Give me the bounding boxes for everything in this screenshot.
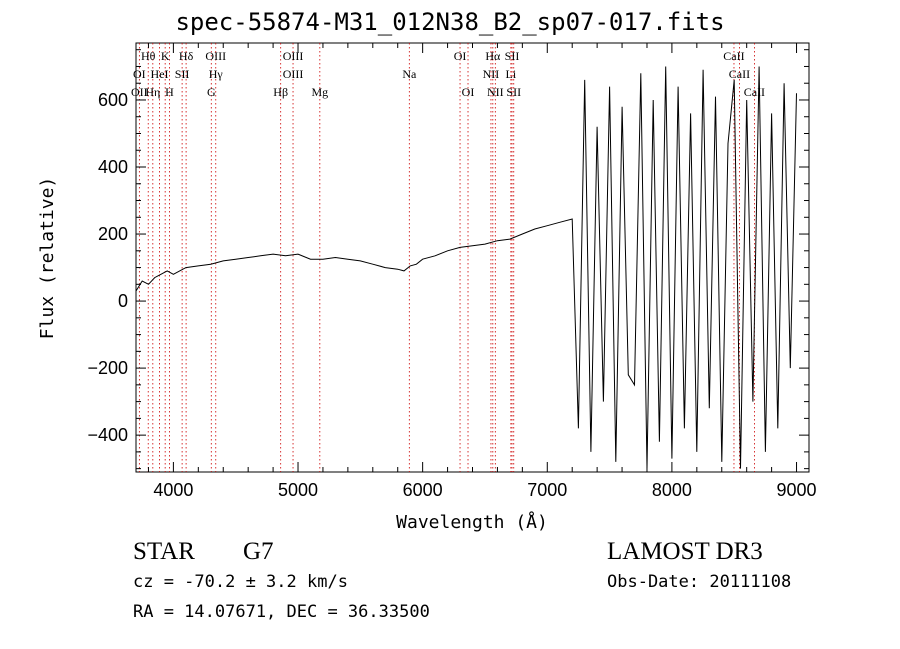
line-marker-label: Hγ: [209, 67, 224, 81]
spectral-type: G7: [243, 538, 274, 565]
y-tick-label: 0: [118, 291, 128, 311]
x-tick-label: 6000: [403, 480, 443, 500]
line-marker-label: Hη: [145, 85, 160, 99]
y-tick-label: 200: [98, 224, 128, 244]
line-marker-label: CaII: [723, 49, 744, 63]
line-marker-label: OIII: [283, 67, 304, 81]
line-marker-label: CaII: [744, 85, 765, 99]
line-marker-label: OI: [133, 67, 146, 81]
line-marker-label: Hδ: [179, 49, 194, 63]
line-marker-label: K: [161, 49, 170, 63]
line-marker-label: NII: [483, 67, 500, 81]
x-axis: 4000 5000 6000 7000 8000 9000: [147, 43, 817, 500]
y-axis: −400 −200 0 200 400 600: [87, 49, 809, 470]
line-marker-label: OII: [131, 85, 148, 99]
line-marker-label: Mg: [311, 85, 328, 99]
line-marker-label: H: [165, 85, 174, 99]
y-tick-label: 600: [98, 90, 128, 110]
line-marker-label: G: [207, 85, 216, 99]
line-marker-label: SII: [175, 67, 190, 81]
line-marker-label: CaII: [729, 67, 750, 81]
line-marker-label: OIII: [205, 49, 226, 63]
star-class: STAR: [133, 538, 195, 565]
x-tick-label: 8000: [652, 480, 692, 500]
radial-velocity: cz = -70.2 ± 3.2 km/s: [133, 572, 348, 592]
line-marker-label: Hβ: [273, 85, 288, 99]
x-axis-label: Wavelength (Å): [396, 511, 548, 533]
x-tick-label: 7000: [527, 480, 567, 500]
y-tick-label: −200: [87, 358, 128, 378]
y-tick-label: −400: [87, 425, 128, 445]
page-title: spec-55874-M31_012N38_B2_sp07-017.fits: [175, 8, 725, 36]
x-tick-label: 9000: [777, 480, 817, 500]
line-marker-label: OIII: [283, 49, 304, 63]
y-axis-label: Flux (relative): [37, 177, 58, 340]
line-marker-label: OI: [462, 85, 475, 99]
line-marker-label: Li: [506, 67, 517, 81]
line-marker-label: Hα: [485, 49, 501, 63]
survey-name: LAMOST DR3: [607, 538, 763, 565]
line-marker-label: SII: [505, 49, 520, 63]
line-marker-labels: Hθ K Hδ OIII OIII OI Hα SII CaII OI HeI SII Hγ OIII Na…: [131, 49, 765, 99]
line-marker-label: OI: [454, 49, 467, 63]
observation-date: Obs-Date: 20111108: [607, 572, 792, 592]
x-tick-label: 5000: [278, 480, 318, 500]
spectrum-line: [135, 66, 797, 469]
line-marker-label: SII: [506, 85, 521, 99]
line-marker-label: Hθ: [141, 49, 156, 63]
coordinates: RA = 14.07671, DEC = 36.33500: [133, 602, 430, 622]
x-tick-label: 4000: [153, 480, 193, 500]
plot-frame: [135, 42, 810, 473]
line-marker-label: Na: [402, 67, 417, 81]
line-marker-label: HeI: [151, 67, 169, 81]
line-marker-label: NII: [487, 85, 504, 99]
y-tick-label: 400: [98, 157, 128, 177]
line-markers: [138, 43, 755, 472]
